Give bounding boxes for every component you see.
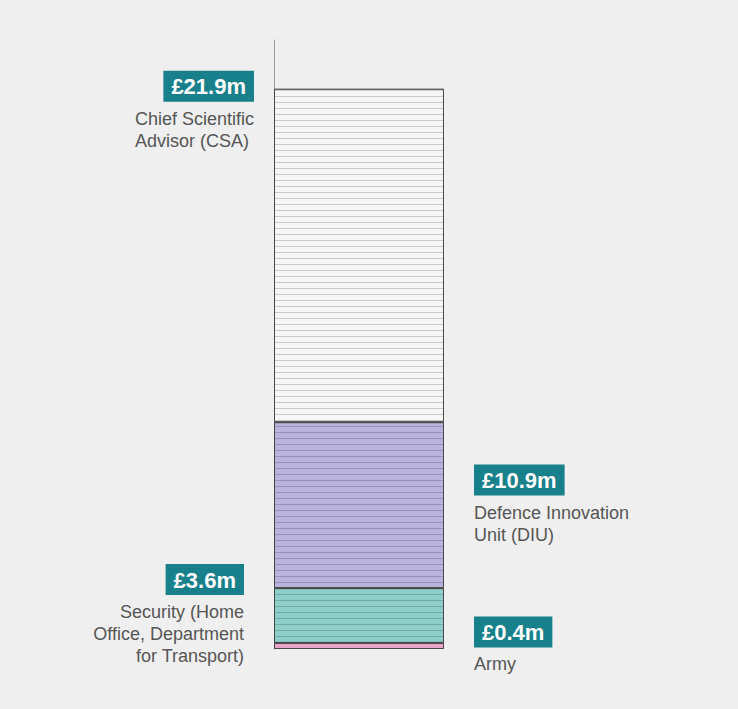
- svg-text:Advisor (CSA): Advisor (CSA): [135, 131, 249, 151]
- svg-text:£21.9m: £21.9m: [171, 74, 246, 99]
- svg-text:Security (Home: Security (Home: [120, 602, 244, 622]
- svg-text:Office, Department: Office, Department: [93, 624, 244, 644]
- svg-text:for Transport): for Transport): [136, 646, 244, 666]
- svg-text:Unit (DIU): Unit (DIU): [474, 525, 554, 545]
- svg-text:£10.9m: £10.9m: [482, 468, 557, 493]
- svg-text:£3.6m: £3.6m: [174, 568, 236, 593]
- svg-text:£0.4m: £0.4m: [482, 620, 544, 645]
- svg-text:Defence Innovation: Defence Innovation: [474, 503, 629, 523]
- svg-text:Chief Scientific: Chief Scientific: [135, 109, 254, 129]
- svg-text:Army: Army: [474, 654, 516, 674]
